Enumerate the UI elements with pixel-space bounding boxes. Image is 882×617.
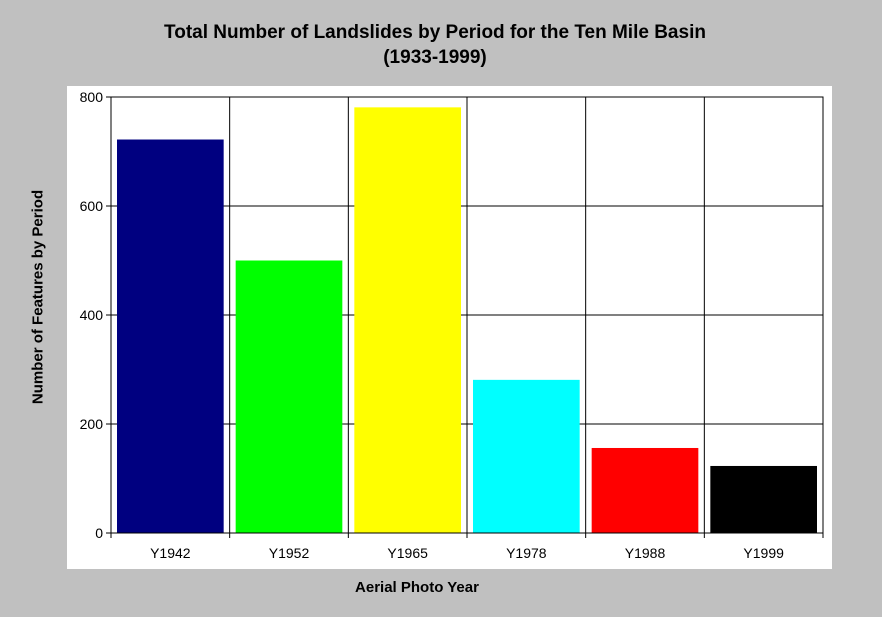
y-tick-label: 400 bbox=[80, 307, 104, 323]
chart-title-line-1: Total Number of Landslides by Period for… bbox=[164, 22, 706, 43]
x-tick-label: Y1988 bbox=[625, 545, 666, 561]
y-tick-label: 800 bbox=[80, 89, 104, 105]
x-axis-title: Aerial Photo Year bbox=[355, 579, 479, 596]
tick-labels: 0 200 400 600 800 Y1942 Y1952 Y1965 Y1978 Y1988 Y1… bbox=[80, 89, 784, 561]
y-axis-title-text: Number of Features by Period bbox=[29, 189, 47, 405]
bar-y1965 bbox=[354, 107, 461, 534]
bar-chart: 0 200 400 600 800 Y1942 Y1952 Y1965 Y1978 Y1988 Y1… bbox=[80, 89, 824, 561]
bar-y1988 bbox=[591, 447, 699, 533]
y-tick-label: 600 bbox=[80, 198, 104, 214]
bars bbox=[117, 107, 817, 534]
chart-title: Total Number of Landslides by Period for… bbox=[0, 20, 870, 70]
x-tick-label: Y1965 bbox=[387, 545, 428, 561]
y-tick-label: 0 bbox=[95, 525, 103, 541]
axes bbox=[106, 96, 824, 538]
x-tick-label: Y1978 bbox=[506, 545, 547, 561]
bar-y1978 bbox=[473, 379, 580, 533]
chart-title-line-2: (1933-1999) bbox=[383, 47, 487, 68]
x-tick-label: Y1999 bbox=[743, 545, 784, 561]
bar-y1942 bbox=[117, 139, 224, 533]
x-tick-label: Y1952 bbox=[269, 545, 310, 561]
plot-frame bbox=[110, 96, 824, 534]
bar-y1999 bbox=[710, 465, 817, 533]
x-tick-label: Y1942 bbox=[150, 545, 191, 561]
y-tick-label: 200 bbox=[80, 416, 104, 432]
plot-panel: 0 200 400 600 800 Y1942 Y1952 Y1965 Y1978 Y1988 Y1… bbox=[67, 86, 832, 569]
bar-y1952 bbox=[235, 260, 343, 533]
